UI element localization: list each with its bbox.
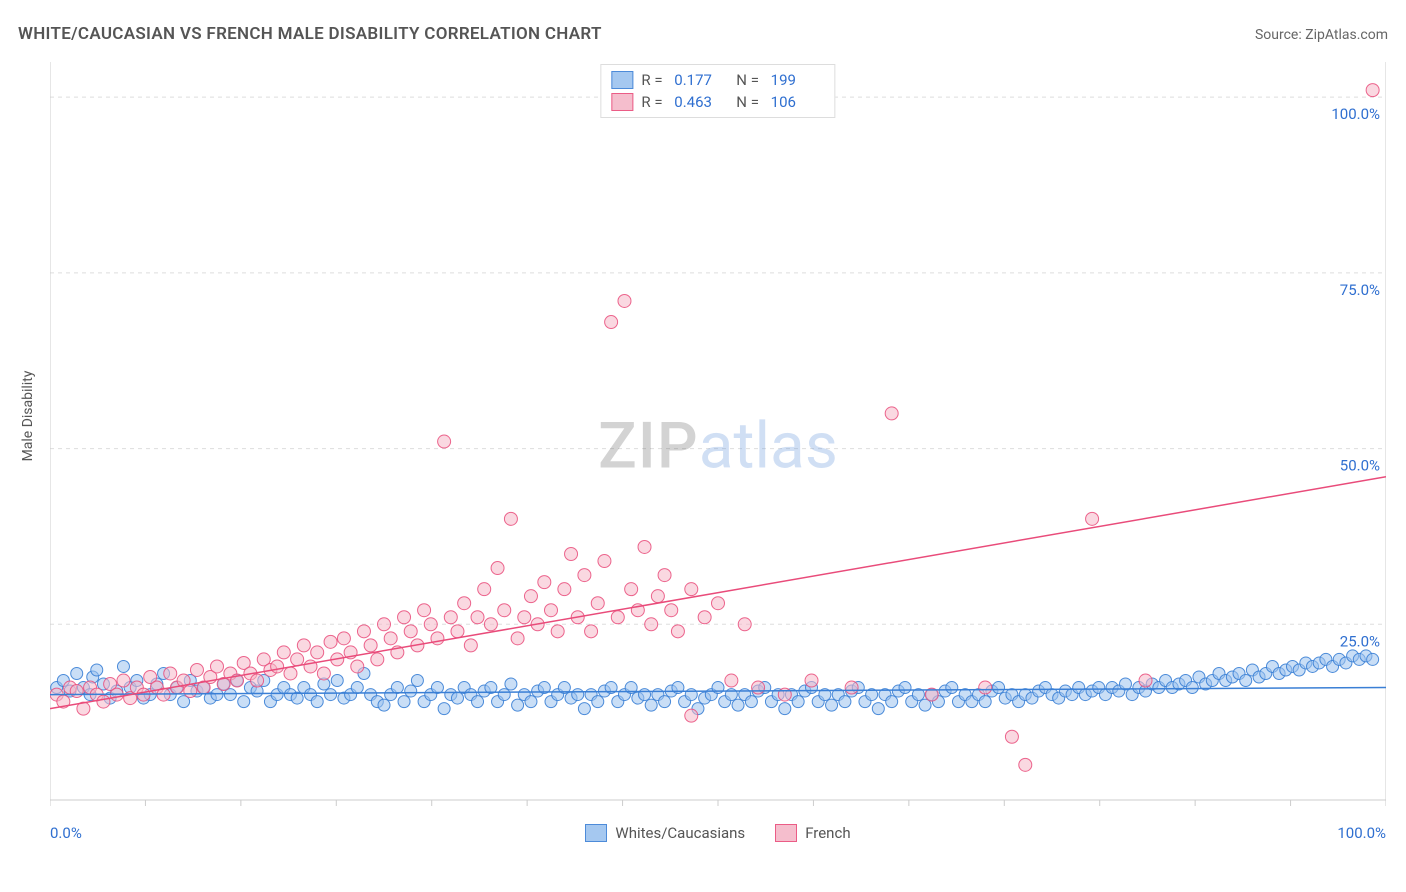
legend-swatch-1 <box>611 71 633 89</box>
x-axis-max-label: 100.0% <box>1337 824 1386 842</box>
svg-text:50.0%: 50.0% <box>1340 457 1380 475</box>
legend-row-series2: R = 0.463 N = 106 <box>611 91 824 113</box>
y-axis-label: Male Disability <box>20 371 36 462</box>
chart-title: WHITE/CAUCASIAN VS FRENCH MALE DISABILIT… <box>18 24 602 44</box>
x-axis-min-label: 0.0% <box>50 824 82 842</box>
svg-text:75.0%: 75.0% <box>1340 281 1380 299</box>
legend-swatch-2b <box>775 824 797 842</box>
legend-item-1: Whites/Caucasians <box>585 824 745 842</box>
scatter-chart: 25.0%50.0%75.0%100.0% ZIPatlas R = 0.177… <box>50 62 1386 830</box>
svg-text:25.0%: 25.0% <box>1340 632 1380 650</box>
legend-swatch-1b <box>585 824 607 842</box>
legend-item-2: French <box>775 824 850 842</box>
svg-text:100.0%: 100.0% <box>1331 105 1380 123</box>
legend-swatch-2 <box>611 93 633 111</box>
source-label: Source: ZipAtlas.com <box>1255 27 1388 43</box>
legend-series: 0.0% Whites/Caucasians French 100.0% <box>50 824 1386 842</box>
legend-row-series1: R = 0.177 N = 199 <box>611 69 824 91</box>
legend-correlation: R = 0.177 N = 199 R = 0.463 N = 106 <box>600 64 835 118</box>
chart-svg: 25.0% 50.0% 75.0% 100.0% <box>50 62 1386 830</box>
